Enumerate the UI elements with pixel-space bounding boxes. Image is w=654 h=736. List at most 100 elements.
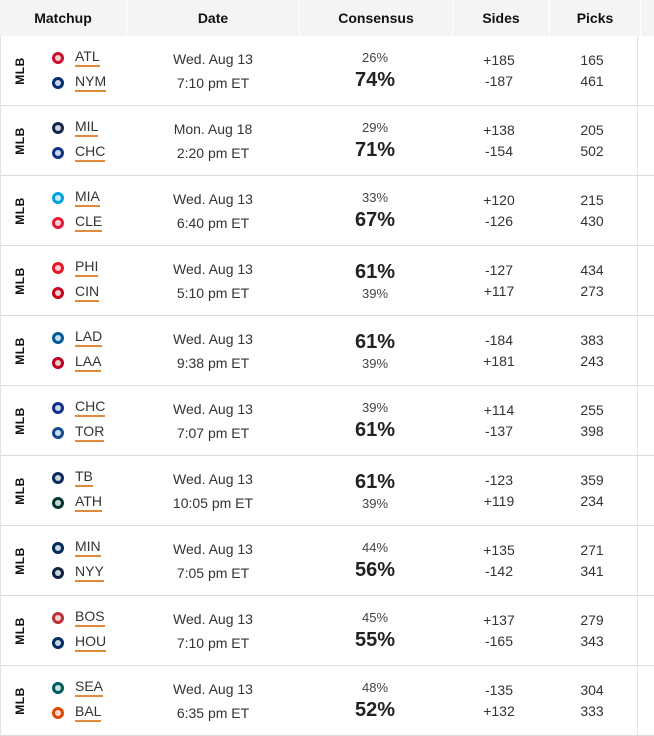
consensus-away: 48%: [361, 679, 389, 695]
team-abbr-link[interactable]: BAL: [75, 704, 102, 722]
matchup-cell: SEA BAL: [39, 666, 127, 735]
table-row[interactable]: MLB BOS HOU Wed. Aug 13 7:10 pm ET 45% 5…: [1, 596, 654, 666]
home-team[interactable]: TOR: [51, 424, 127, 442]
right-divider: [637, 176, 638, 245]
red-sox-logo-icon: [51, 611, 65, 625]
table-row[interactable]: MLB TB ATH Wed. Aug 13 10:05 pm ET 61% 3…: [1, 456, 654, 526]
side-away: -123: [484, 472, 514, 488]
marlins-logo-icon: [51, 191, 65, 205]
home-team[interactable]: NYM: [51, 74, 127, 92]
team-abbr-link[interactable]: CHC: [75, 399, 106, 417]
matchup-cell: BOS HOU: [39, 596, 127, 665]
picks-away: 165: [580, 52, 604, 68]
yankees-logo-icon: [51, 566, 65, 580]
away-team[interactable]: TB: [51, 469, 127, 487]
reds-logo-icon: [51, 286, 65, 300]
away-team[interactable]: SEA: [51, 679, 127, 697]
side-home: -154: [484, 143, 514, 159]
league-cell: MLB: [1, 386, 39, 455]
matchup-cell: PHI CIN: [39, 246, 127, 315]
league-cell: MLB: [1, 596, 39, 665]
team-abbr-link[interactable]: TB: [75, 469, 93, 487]
team-abbr-link[interactable]: ATL: [75, 49, 100, 67]
away-team[interactable]: PHI: [51, 259, 127, 277]
team-abbr-link[interactable]: LAD: [75, 329, 103, 347]
home-team[interactable]: NYY: [51, 564, 127, 582]
home-team[interactable]: CIN: [51, 284, 127, 302]
away-team[interactable]: ATL: [51, 49, 127, 67]
away-team[interactable]: BOS: [51, 609, 127, 627]
picks-away: 215: [580, 192, 604, 208]
team-abbr-link[interactable]: TOR: [75, 424, 105, 442]
team-abbr-link[interactable]: PHI: [75, 259, 99, 277]
team-abbr-link[interactable]: CHC: [75, 144, 106, 162]
header-picks[interactable]: Picks: [550, 0, 641, 36]
away-team[interactable]: MIA: [51, 189, 127, 207]
away-team[interactable]: MIL: [51, 119, 127, 137]
team-abbr-link[interactable]: HOU: [75, 634, 107, 652]
table-row[interactable]: MLB MIL CHC Mon. Aug 18 2:20 pm ET 29% 7…: [1, 106, 654, 176]
team-abbr-link[interactable]: BOS: [75, 609, 105, 627]
table-row[interactable]: MLB ATL NYM Wed. Aug 13 7:10 pm ET 26% 7…: [1, 36, 654, 106]
mets-logo-icon: [51, 76, 65, 90]
matchup-cell: CHC TOR: [39, 386, 127, 455]
team-abbr-link[interactable]: ATH: [75, 494, 102, 512]
team-abbr-link[interactable]: NYY: [75, 564, 104, 582]
header-date[interactable]: Date: [127, 0, 300, 36]
consensus-home: 55%: [354, 628, 396, 651]
consensus-home: 39%: [361, 355, 389, 371]
team-abbr-link[interactable]: SEA: [75, 679, 104, 697]
consensus-cell: 33% 67%: [299, 176, 451, 245]
table-row[interactable]: MLB LAD LAA Wed. Aug 13 9:38 pm ET 61% 3…: [1, 316, 654, 386]
consensus-home: 56%: [354, 558, 396, 581]
header-sides[interactable]: Sides: [453, 0, 550, 36]
blue-jays-logo-icon: [51, 426, 65, 440]
braves-logo-icon: [51, 51, 65, 65]
league-cell: MLB: [1, 526, 39, 595]
team-abbr-link[interactable]: MIN: [75, 539, 101, 557]
home-team[interactable]: CLE: [51, 214, 127, 232]
logo-inner: [55, 80, 61, 86]
right-divider: [637, 386, 638, 455]
home-team[interactable]: LAA: [51, 354, 127, 372]
table-row[interactable]: MLB MIN NYY Wed. Aug 13 7:05 pm ET 44% 5…: [1, 526, 654, 596]
home-team[interactable]: ATH: [51, 494, 127, 512]
side-away: +135: [483, 542, 515, 558]
home-team[interactable]: HOU: [51, 634, 127, 652]
team-abbr-link[interactable]: MIA: [75, 189, 100, 207]
astros-logo-icon: [51, 636, 65, 650]
team-abbr-link[interactable]: CIN: [75, 284, 100, 302]
away-team[interactable]: MIN: [51, 539, 127, 557]
table-row[interactable]: MLB SEA BAL Wed. Aug 13 6:35 pm ET 48% 5…: [1, 666, 654, 736]
picks-cell: 255 398: [547, 386, 637, 455]
right-divider: [637, 456, 638, 525]
home-team[interactable]: CHC: [51, 144, 127, 162]
game-time: 5:10 pm ET: [176, 284, 250, 301]
away-team[interactable]: CHC: [51, 399, 127, 417]
picks-away: 359: [580, 472, 604, 488]
table-row[interactable]: MLB PHI CIN Wed. Aug 13 5:10 pm ET 61% 3…: [1, 246, 654, 316]
mariners-logo-icon: [51, 681, 65, 695]
side-home: +181: [483, 353, 515, 369]
consensus-cell: 26% 74%: [299, 36, 451, 105]
home-team[interactable]: BAL: [51, 704, 127, 722]
picks-home: 341: [580, 563, 604, 579]
header-matchup[interactable]: Matchup: [0, 0, 127, 36]
team-abbr-link[interactable]: LAA: [75, 354, 102, 372]
league-label: MLB: [13, 196, 27, 225]
header-consensus[interactable]: Consensus: [300, 0, 453, 36]
league-cell: MLB: [1, 666, 39, 735]
table-row[interactable]: MLB CHC TOR Wed. Aug 13 7:07 pm ET 39% 6…: [1, 386, 654, 456]
consensus-cell: 48% 52%: [299, 666, 451, 735]
side-home: -187: [484, 73, 514, 89]
picks-home: 343: [580, 633, 604, 649]
team-abbr-link[interactable]: CLE: [75, 214, 103, 232]
team-abbr-link[interactable]: MIL: [75, 119, 99, 137]
date-cell: Wed. Aug 13 7:07 pm ET: [127, 386, 299, 455]
team-abbr-link[interactable]: NYM: [75, 74, 107, 92]
game-date: Wed. Aug 13: [173, 190, 253, 207]
away-team[interactable]: LAD: [51, 329, 127, 347]
table-row[interactable]: MLB MIA CLE Wed. Aug 13 6:40 pm ET 33% 6…: [1, 176, 654, 246]
logo-inner: [55, 150, 61, 156]
date-cell: Wed. Aug 13 9:38 pm ET: [127, 316, 299, 385]
